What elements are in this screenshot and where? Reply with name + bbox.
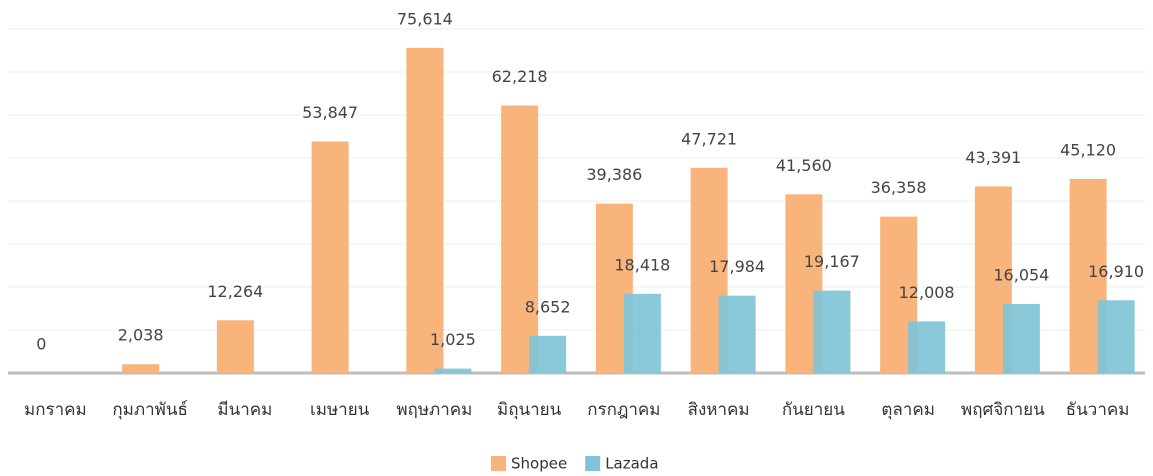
data-label: 41,560 [776, 156, 832, 175]
data-label: 12,264 [207, 282, 263, 301]
data-label: 16,910 [1088, 262, 1144, 281]
bar [406, 47, 444, 373]
data-label: 12,008 [899, 283, 955, 302]
data-label: 19,167 [804, 252, 860, 271]
x-tick-label: ตุลาคม [881, 400, 935, 420]
bar [623, 293, 661, 373]
data-label: 2,038 [118, 326, 164, 345]
data-label: 17,984 [709, 257, 765, 276]
bar [311, 141, 349, 373]
data-label: 36,358 [871, 178, 927, 197]
data-label: 53,847 [302, 103, 358, 122]
bar [216, 320, 254, 373]
x-tick-label: กันยายน [782, 400, 845, 420]
data-label: 8,652 [525, 297, 571, 316]
bar [529, 335, 567, 373]
data-label: 47,721 [681, 129, 737, 148]
data-label: 18,418 [614, 255, 670, 274]
data-label: 0 [36, 335, 46, 354]
x-tick-label: กรกฎาคม [587, 400, 660, 420]
x-tick-label: พฤศจิกายน [961, 400, 1045, 420]
x-tick-label: พฤษภาคม [396, 400, 472, 420]
data-label: 43,391 [965, 148, 1021, 167]
legend-label: Shopee [511, 455, 567, 473]
legend-swatch [491, 456, 506, 471]
data-label: 16,054 [993, 265, 1049, 284]
data-label: 45,120 [1060, 140, 1116, 159]
x-tick-label: เมษายน [310, 400, 370, 420]
data-label: 75,614 [397, 9, 453, 28]
bar [434, 368, 472, 373]
x-tick-label: กุมภาพันธ์ [112, 400, 187, 420]
bar [501, 105, 539, 374]
data-label: 1,025 [430, 330, 476, 349]
legend-swatch [585, 456, 601, 471]
legend-label: Lazada [605, 455, 658, 473]
bar [1002, 303, 1040, 373]
x-tick-label: ธันวาคม [1066, 400, 1130, 420]
bar [718, 295, 756, 373]
bar [908, 321, 946, 373]
x-tick-label: สิงหาคม [688, 400, 750, 420]
x-tick-label: มีนาคม [217, 400, 272, 420]
bar [813, 290, 851, 373]
data-label: 39,386 [586, 165, 642, 184]
bar [1097, 300, 1135, 373]
x-tick-label: มิถุนายน [497, 400, 562, 420]
bar [122, 364, 160, 373]
data-label: 62,218 [492, 67, 548, 86]
x-tick-label: มกราคม [24, 400, 87, 420]
